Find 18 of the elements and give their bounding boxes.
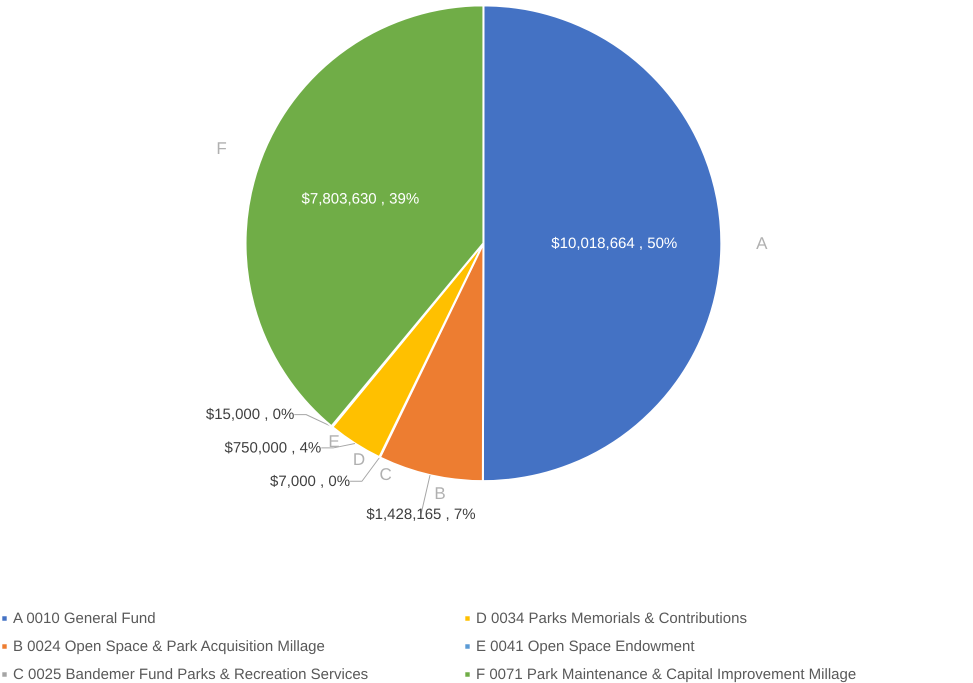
data-label: $1,428,165 , 7% [366, 506, 476, 524]
text: F [216, 139, 227, 158]
data-label: $7,803,630 , 39% [302, 190, 420, 208]
text: D [352, 450, 366, 470]
data-label: $15,000 , 0% [206, 406, 294, 424]
data-label: $10,018,664 , 50% [551, 234, 678, 252]
legend-label: C 0025 Bandemer Fund Parks & Recreation Services [13, 665, 370, 683]
legend-label: D 0034 Parks Memorials & Contributions [476, 609, 748, 627]
data-label: $750,000 , 4% [224, 439, 322, 456]
legend-label: E 0041 Open Space Endowment [476, 637, 696, 655]
legend-label: A 0010 General Fund [13, 609, 157, 627]
text: E [328, 432, 340, 451]
text: A [756, 234, 768, 254]
text: B [434, 484, 446, 504]
text: C [379, 464, 392, 484]
legend-label: B 0024 Open Space & Park Acquisition Millage [13, 637, 326, 655]
data-label: $7,000 , 0% [270, 472, 350, 490]
legend-label: F 0071 Park Maintenance & Capital Improvement Millage [476, 665, 858, 683]
